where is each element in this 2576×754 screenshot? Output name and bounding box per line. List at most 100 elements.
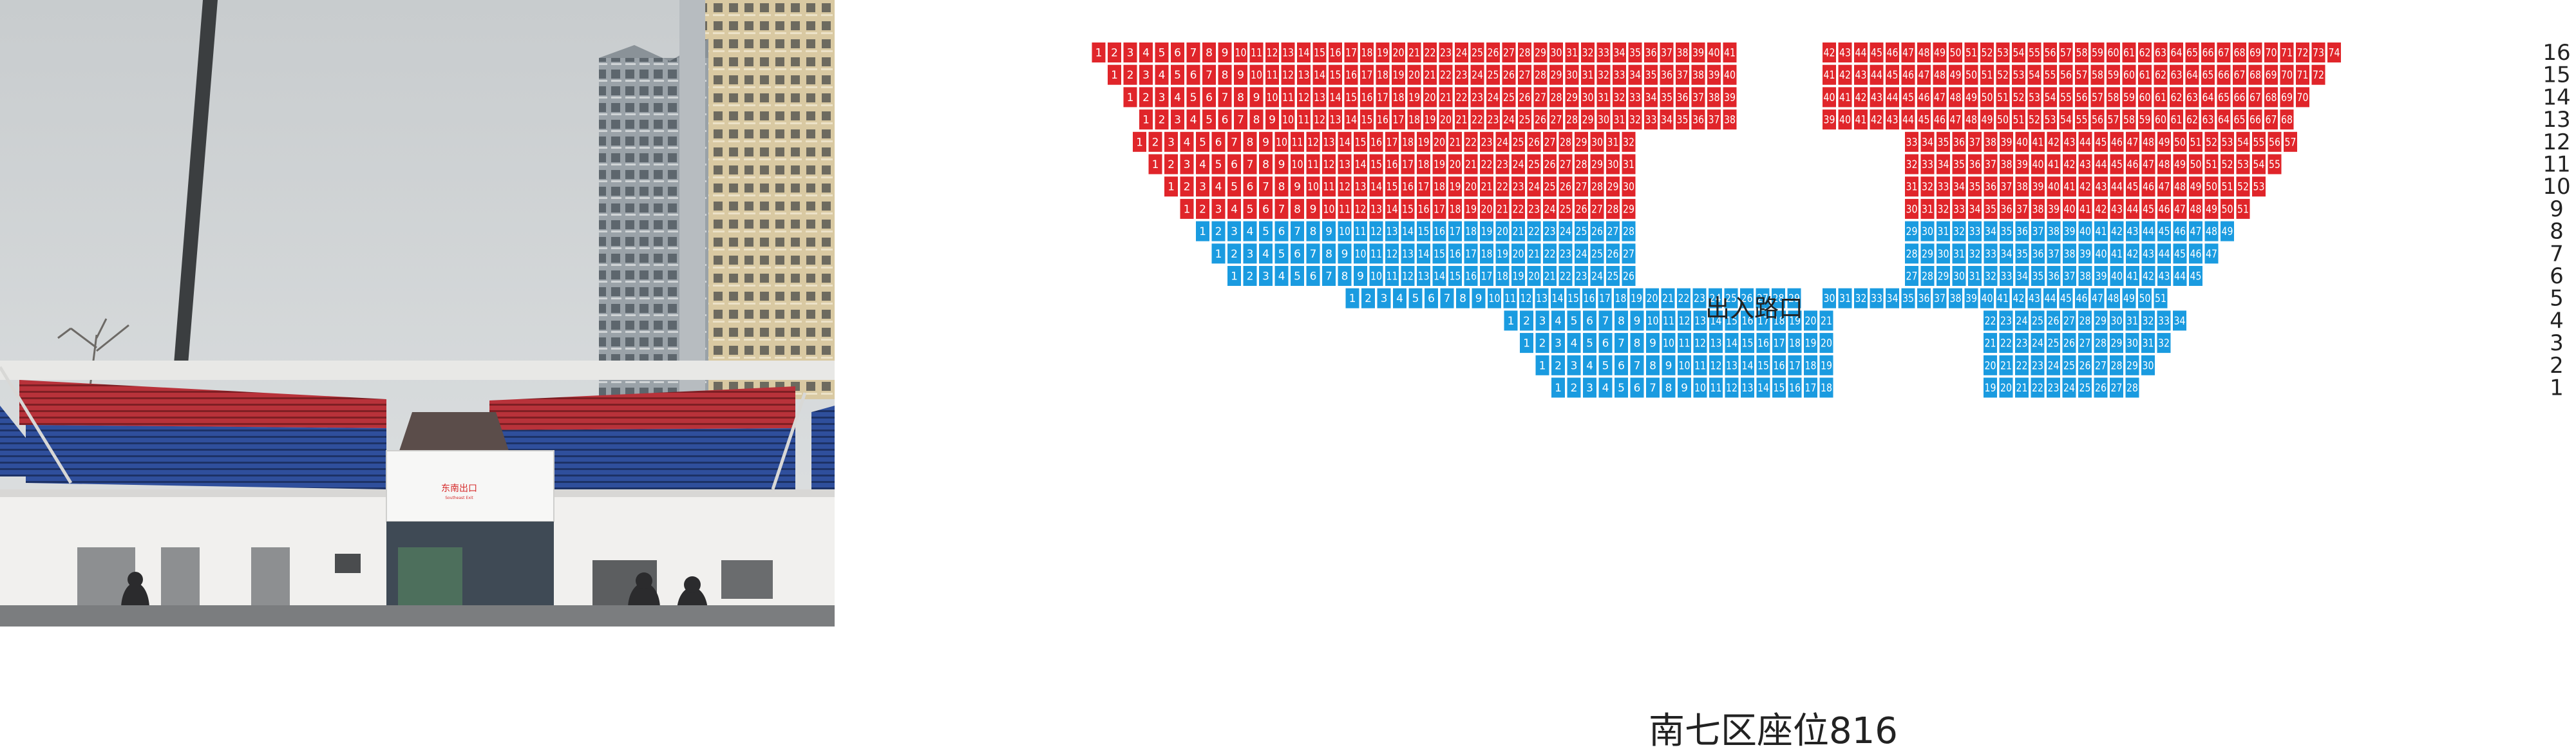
seat-right-r8-29[interactable]: 29 [1905, 221, 1918, 241]
seat-right-r5-31[interactable]: 31 [1838, 288, 1852, 308]
seat-left-r15-19[interactable]: 19 [1392, 64, 1405, 85]
seat-right-r4-25[interactable]: 25 [2031, 310, 2045, 331]
seat-left-r6-16[interactable]: 16 [1464, 266, 1478, 286]
seat-right-r10-52[interactable]: 52 [2236, 176, 2250, 197]
seat-left-r14-23[interactable]: 23 [1470, 87, 1484, 108]
seat-right-r15-68[interactable]: 68 [2248, 64, 2262, 85]
seat-left-r15-8[interactable]: 8 [1218, 64, 1232, 85]
seat-right-r12-47[interactable]: 47 [2126, 131, 2139, 152]
seat-left-r11-25[interactable]: 25 [1527, 154, 1541, 174]
seat-left-r15-4[interactable]: 4 [1155, 64, 1169, 85]
seat-left-r13-36[interactable]: 36 [1691, 109, 1705, 130]
seat-left-r6-7[interactable]: 7 [1322, 266, 1336, 286]
seat-left-r11-12[interactable]: 12 [1322, 154, 1336, 174]
seat-right-r11-34[interactable]: 34 [1937, 154, 1950, 174]
seat-left-r7-9[interactable]: 9 [1338, 243, 1352, 264]
seat-right-r11-32[interactable]: 32 [1905, 154, 1918, 174]
seat-right-r4-33[interactable]: 33 [2157, 310, 2171, 331]
seat-right-r10-40[interactable]: 40 [2047, 176, 2061, 197]
seat-right-r14-51[interactable]: 51 [1996, 87, 2010, 108]
seat-right-r5-32[interactable]: 32 [1854, 288, 1868, 308]
seat-right-r13-56[interactable]: 56 [2090, 109, 2105, 130]
seat-left-r10-8[interactable]: 8 [1274, 176, 1289, 197]
seat-left-r8-14[interactable]: 14 [1401, 221, 1415, 241]
seat-left-r6-10[interactable]: 10 [1369, 266, 1383, 286]
seat-left-r16-17[interactable]: 17 [1344, 42, 1358, 62]
seat-right-r8-49[interactable]: 49 [2221, 221, 2234, 241]
seat-left-r6-22[interactable]: 22 [1558, 266, 1573, 286]
seat-left-r13-15[interactable]: 15 [1360, 109, 1374, 130]
seat-left-r5-13[interactable]: 13 [1535, 288, 1549, 308]
seat-right-r14-62[interactable]: 62 [2170, 87, 2183, 108]
seat-left-r11-11[interactable]: 11 [1306, 154, 1320, 174]
seat-right-r12-53[interactable]: 53 [2221, 131, 2234, 152]
seat-left-r13-7[interactable]: 7 [1234, 109, 1247, 130]
seat-left-r15-27[interactable]: 27 [1518, 64, 1531, 85]
seat-right-r8-33[interactable]: 33 [1968, 221, 1982, 241]
seat-left-r2-4[interactable]: 4 [1583, 355, 1596, 375]
seat-left-r13-34[interactable]: 34 [1660, 109, 1674, 130]
seat-right-r1-24[interactable]: 24 [2062, 377, 2076, 398]
seat-left-r13-25[interactable]: 25 [1518, 109, 1531, 130]
seat-right-r15-69[interactable]: 69 [2264, 64, 2278, 85]
seat-right-r4-32[interactable]: 32 [2141, 310, 2155, 331]
seat-left-r3-11[interactable]: 11 [1678, 333, 1691, 353]
seat-right-r3-25[interactable]: 25 [2047, 333, 2060, 353]
seat-left-r5-18[interactable]: 18 [1614, 288, 1627, 308]
seat-left-r1-5[interactable]: 5 [1615, 377, 1628, 398]
seat-right-r4-27[interactable]: 27 [2062, 310, 2076, 331]
seat-left-r2-1[interactable]: 1 [1535, 355, 1549, 375]
seat-right-r13-46[interactable]: 46 [1933, 109, 1947, 130]
seat-left-r9-17[interactable]: 17 [1432, 198, 1446, 219]
seat-left-r14-11[interactable]: 11 [1281, 87, 1295, 108]
seat-right-r11-45[interactable]: 45 [2110, 154, 2124, 174]
seat-left-r15-11[interactable]: 11 [1265, 64, 1279, 85]
seat-left-r6-17[interactable]: 17 [1480, 266, 1493, 286]
seat-right-r16-55[interactable]: 55 [2027, 42, 2041, 62]
seat-left-r5-5[interactable]: 5 [1408, 288, 1423, 308]
seat-right-r11-54[interactable]: 54 [2252, 154, 2266, 174]
seat-left-r8-8[interactable]: 8 [1306, 221, 1320, 241]
seat-right-r8-43[interactable]: 43 [2126, 221, 2139, 241]
seat-left-r2-10[interactable]: 10 [1678, 355, 1691, 375]
seat-left-r11-21[interactable]: 21 [1464, 154, 1478, 174]
seat-left-r1-17[interactable]: 17 [1804, 377, 1817, 398]
seat-right-r15-52[interactable]: 52 [1996, 64, 2010, 85]
seat-right-r5-41[interactable]: 41 [1996, 288, 2010, 308]
seat-left-r6-21[interactable]: 21 [1543, 266, 1557, 286]
seat-left-r9-19[interactable]: 19 [1464, 198, 1478, 219]
seat-right-r16-65[interactable]: 65 [2185, 42, 2199, 62]
seat-left-r13-13[interactable]: 13 [1329, 109, 1342, 130]
seat-right-r16-42[interactable]: 42 [1823, 42, 1836, 62]
seat-right-r10-47[interactable]: 47 [2157, 176, 2171, 197]
seat-right-r12-38[interactable]: 38 [1984, 131, 1998, 152]
seat-left-r9-8[interactable]: 8 [1291, 198, 1304, 219]
seat-left-r8-4[interactable]: 4 [1243, 221, 1257, 241]
seat-right-r12-54[interactable]: 54 [2236, 131, 2250, 152]
seat-right-r16-63[interactable]: 63 [2154, 42, 2168, 62]
seat-left-r16-22[interactable]: 22 [1423, 42, 1437, 62]
seat-right-r6-36[interactable]: 36 [2047, 266, 2061, 286]
seat-left-r9-4[interactable]: 4 [1227, 198, 1241, 219]
seat-left-r7-24[interactable]: 24 [1575, 243, 1588, 264]
seat-left-r9-26[interactable]: 26 [1575, 198, 1588, 219]
seat-right-r8-44[interactable]: 44 [2141, 221, 2155, 241]
seat-left-r13-3[interactable]: 3 [1171, 109, 1184, 130]
seat-left-r15-33[interactable]: 33 [1613, 64, 1626, 85]
seat-right-r3-30[interactable]: 30 [2125, 333, 2139, 353]
seat-left-r1-13[interactable]: 13 [1741, 377, 1754, 398]
seat-left-r10-9[interactable]: 9 [1291, 176, 1304, 197]
seat-left-r12-2[interactable]: 2 [1148, 131, 1162, 152]
seat-left-r16-13[interactable]: 13 [1281, 42, 1295, 62]
seat-left-r1-10[interactable]: 10 [1693, 377, 1707, 398]
seat-left-r11-22[interactable]: 22 [1480, 154, 1493, 174]
seat-right-r9-34[interactable]: 34 [1968, 198, 1982, 219]
seat-right-r3-24[interactable]: 24 [2031, 333, 2045, 353]
seat-left-r15-29[interactable]: 29 [1549, 64, 1563, 85]
seat-left-r8-19[interactable]: 19 [1480, 221, 1493, 241]
seat-left-r16-21[interactable]: 21 [1407, 42, 1421, 62]
seat-right-r7-42[interactable]: 42 [2126, 243, 2139, 264]
seat-right-r1-28[interactable]: 28 [2125, 377, 2139, 398]
seat-left-r16-35[interactable]: 35 [1628, 42, 1642, 62]
seat-right-r8-48[interactable]: 48 [2204, 221, 2219, 241]
